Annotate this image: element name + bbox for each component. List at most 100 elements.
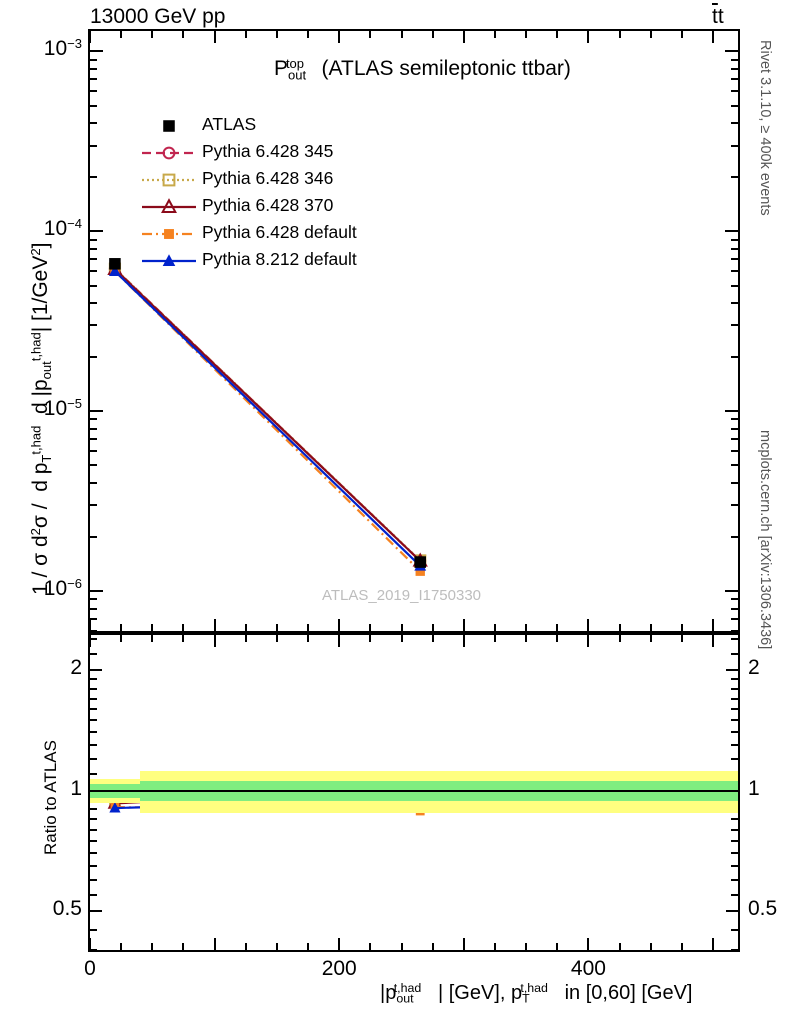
axis-tick — [369, 624, 372, 631]
axis-tick — [90, 284, 97, 287]
legend-marker-square-filled-icon — [140, 112, 198, 139]
axis-tick — [731, 828, 738, 831]
axis-tick — [90, 828, 97, 831]
axis-tick — [90, 176, 97, 179]
axis-tick — [120, 635, 123, 642]
axis-tick — [90, 238, 97, 241]
axis-tick — [731, 744, 738, 747]
header-right-label: tt — [712, 5, 724, 28]
axis-tick — [90, 607, 97, 610]
axis-tick — [731, 678, 738, 681]
axis-tick — [400, 635, 403, 642]
main-y-tick-label: 10−5 — [43, 396, 82, 421]
axis-tick — [213, 619, 216, 631]
axis-tick — [90, 598, 97, 601]
axis-tick — [725, 50, 738, 53]
main-series-svg — [107, 258, 428, 576]
axis-tick — [400, 31, 403, 38]
atlas-data-marker — [414, 556, 427, 568]
axis-tick — [494, 31, 496, 38]
axis-tick — [731, 122, 738, 125]
axis-tick — [731, 731, 738, 734]
axis-tick — [275, 624, 278, 631]
axis-tick-label: 200 — [321, 957, 357, 980]
axis-tick — [244, 635, 247, 642]
axis-tick — [90, 910, 102, 913]
axis-tick — [680, 31, 683, 38]
series-line — [114, 270, 421, 567]
axis-tick — [462, 619, 465, 631]
axis-tick — [494, 624, 496, 631]
axis-tick — [90, 438, 97, 441]
axis-tick — [731, 839, 738, 842]
axis-tick — [90, 878, 97, 881]
axis-tick — [244, 624, 247, 631]
axis-tick — [90, 590, 103, 593]
ratio-series-marker — [109, 802, 121, 813]
axis-tick — [90, 427, 97, 430]
axis-tick — [90, 687, 97, 690]
legend-entry-label: Pythia 6.428 345 — [202, 141, 334, 161]
axis-tick — [649, 31, 652, 38]
legend-entry-label: Pythia 6.428 370 — [202, 195, 334, 215]
axis-tick — [90, 50, 103, 53]
legend-marker-triangle-open-icon — [140, 193, 198, 220]
axis-tick-label: 0 — [84, 957, 96, 980]
axis-tick — [731, 270, 738, 273]
axis-tick — [90, 949, 97, 951]
axis-tick — [151, 635, 154, 642]
axis-tick — [731, 58, 738, 61]
axis-tick — [275, 635, 278, 642]
axis-tick — [680, 943, 683, 950]
axis-tick — [338, 938, 341, 950]
x-axis-label: |poutt,had | [GeV], pTt,had in [0,60] [G… — [380, 981, 693, 1006]
axis-tick — [731, 637, 738, 640]
axis-tick — [431, 624, 434, 631]
axis-tick — [731, 258, 738, 261]
axis-tick — [731, 652, 738, 655]
axis-tick — [712, 619, 715, 631]
axis-tick — [731, 78, 738, 81]
axis-tick — [731, 607, 738, 610]
axis-tick — [731, 851, 738, 854]
axis-tick — [731, 464, 738, 467]
axis-tick — [307, 943, 310, 950]
axis-tick — [90, 410, 103, 413]
axis-tick — [556, 624, 559, 631]
axis-tick — [90, 258, 97, 261]
axis-tick — [90, 617, 97, 620]
axis-tick — [182, 635, 185, 642]
axis-tick — [90, 144, 97, 147]
main-y-tick-label: 10−4 — [43, 216, 82, 241]
axis-tick — [90, 817, 97, 820]
axis-tick — [525, 31, 528, 38]
legend-entry-label: Pythia 8.212 default — [202, 249, 357, 269]
axis-tick — [725, 410, 738, 413]
axis-tick — [731, 450, 738, 453]
axis-tick — [338, 635, 341, 647]
axis-tick — [90, 450, 97, 453]
axis-tick-label: 2 — [748, 656, 760, 680]
axis-tick — [525, 635, 528, 642]
axis-tick — [120, 624, 123, 631]
axis-tick — [369, 635, 372, 642]
legend-entry-label: Pythia 6.428 346 — [202, 168, 334, 188]
axis-tick — [90, 697, 97, 700]
axis-tick — [151, 624, 154, 631]
axis-tick — [712, 938, 715, 950]
axis-tick — [120, 943, 123, 950]
axis-tick — [726, 910, 738, 913]
axis-tick — [731, 535, 738, 538]
axis-tick — [731, 144, 738, 147]
axis-tick — [731, 708, 738, 711]
axis-tick — [90, 301, 97, 304]
axis-tick — [90, 247, 97, 250]
axis-tick — [400, 624, 403, 631]
axis-tick — [431, 635, 434, 642]
axis-tick — [731, 481, 738, 484]
axis-tick — [726, 669, 738, 672]
legend-marker-triangle-filled-icon — [140, 247, 198, 274]
series-marker — [108, 264, 121, 276]
rivet-version-note: Rivet 3.1.10, ≥ 400k events — [757, 40, 773, 216]
axis-tick — [731, 284, 738, 287]
